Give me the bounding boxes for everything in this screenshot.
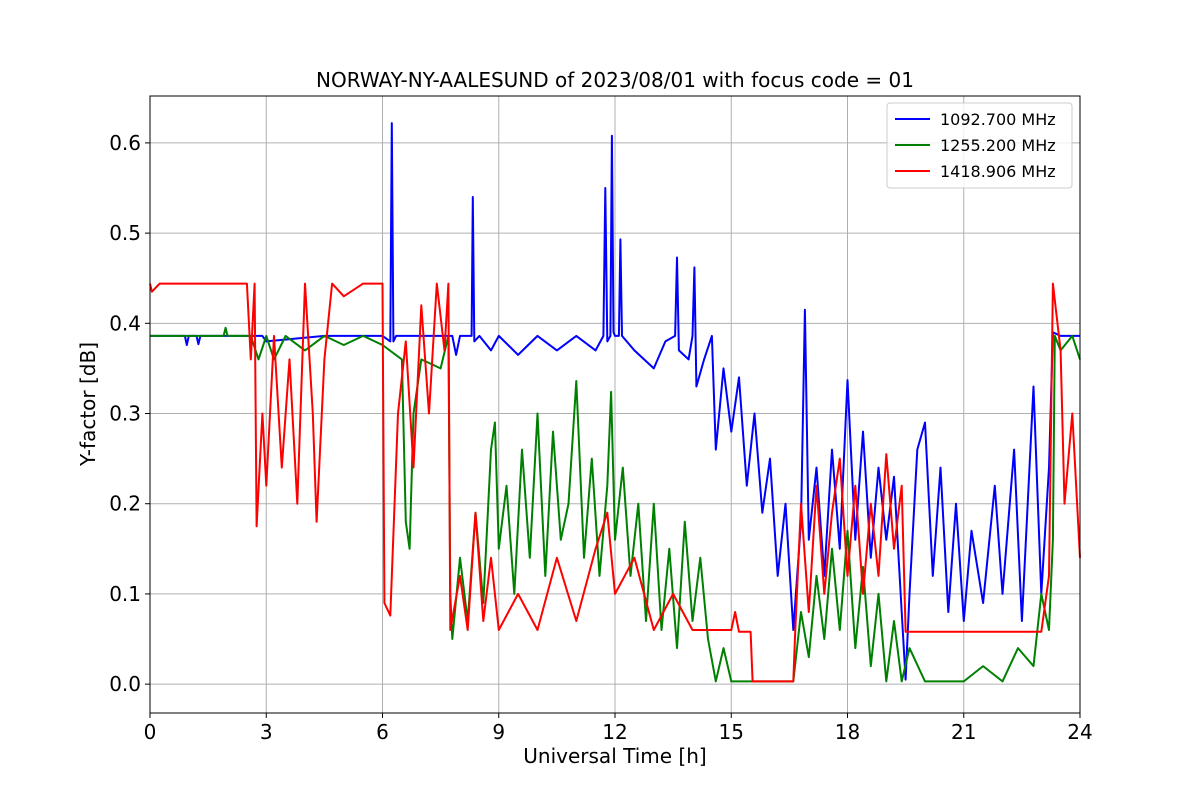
y-axis-ticks: 0.0 0.1 0.2 0.3 0.4 0.5 0.6 — [109, 131, 150, 696]
y-tick-label: 0.6 — [109, 131, 141, 155]
series-line-3 — [149, 282, 1081, 683]
y-tick-label: 0.3 — [109, 402, 141, 426]
legend-box — [886, 102, 1073, 189]
y-tick-label: 0.2 — [109, 492, 141, 516]
y-tick-label: 0.4 — [109, 311, 141, 335]
x-tick-label: 3 — [260, 720, 273, 744]
x-tick-label: 12 — [602, 720, 627, 744]
x-tick-label: 15 — [719, 720, 744, 744]
chart-title: NORWAY-NY-AALESUND of 2023/08/01 with fo… — [316, 68, 914, 92]
series-line-2 — [150, 326, 1081, 683]
legend-label-3: 1418.906 MHz — [940, 162, 1056, 181]
y-tick-label: 0.0 — [109, 672, 141, 696]
x-tick-label: 6 — [376, 720, 389, 744]
x-axis-title: Universal Time [h] — [523, 744, 706, 768]
series-layer — [149, 122, 1081, 683]
series-line-1 — [150, 122, 1080, 681]
y-axis-title: Y-factor [dB] — [76, 342, 100, 467]
x-tick-label: 24 — [1067, 720, 1092, 744]
x-tick-label: 18 — [835, 720, 860, 744]
y-tick-label: 0.5 — [109, 221, 141, 245]
legend-label-2: 1255.200 MHz — [940, 136, 1056, 155]
x-tick-label: 21 — [951, 720, 976, 744]
x-tick-label: 9 — [492, 720, 505, 744]
y-tick-label: 0.1 — [109, 582, 141, 606]
x-axis-ticks: 0 3 6 9 12 15 18 21 24 — [144, 713, 1093, 744]
x-tick-label: 0 — [144, 720, 157, 744]
legend: 1092.700 MHz 1255.200 MHz 1418.906 MHz — [886, 102, 1073, 189]
legend-label-1: 1092.700 MHz — [940, 110, 1056, 129]
